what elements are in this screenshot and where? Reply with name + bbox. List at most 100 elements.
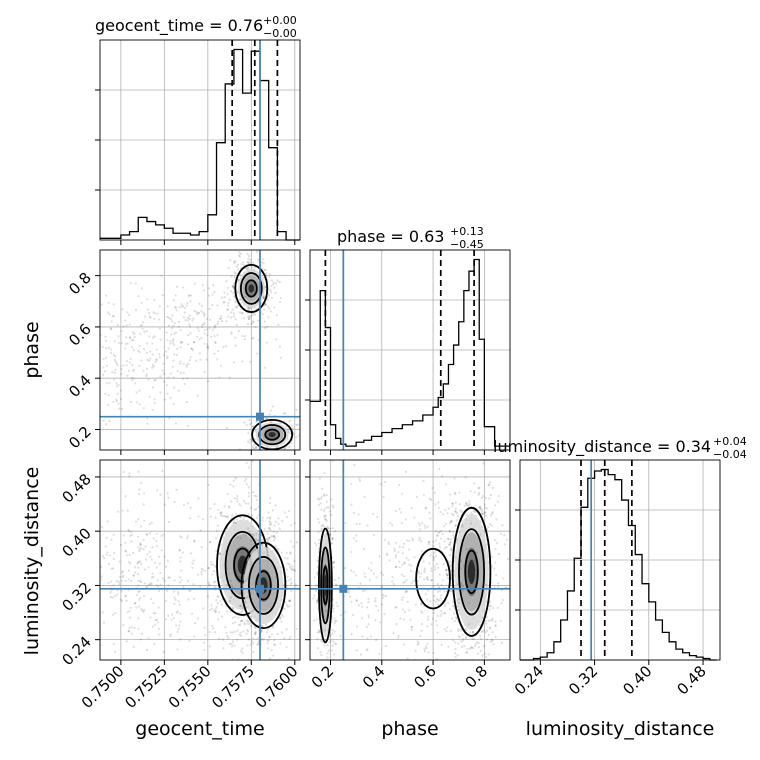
sample-point bbox=[170, 327, 173, 330]
luminosity-distance-title-lower: −0.04 bbox=[713, 448, 747, 461]
sample-point bbox=[431, 486, 434, 490]
sample-point bbox=[211, 293, 214, 296]
sample-point bbox=[324, 514, 327, 517]
sample-point bbox=[193, 635, 196, 638]
sample-point bbox=[130, 339, 134, 342]
sample-point bbox=[273, 524, 276, 527]
sample-point bbox=[185, 363, 188, 366]
sample-point bbox=[134, 282, 137, 285]
sample-point bbox=[132, 339, 135, 342]
sample-point bbox=[434, 554, 438, 557]
sample-point bbox=[334, 583, 337, 586]
sample-point bbox=[209, 318, 212, 321]
sample-point bbox=[236, 494, 239, 498]
sample-point bbox=[170, 618, 173, 621]
density-shade bbox=[268, 432, 276, 438]
sample-point bbox=[112, 557, 115, 561]
sample-point bbox=[423, 571, 426, 574]
sample-point bbox=[225, 320, 228, 323]
sample-point bbox=[251, 445, 255, 448]
sample-point bbox=[155, 544, 159, 548]
sample-point bbox=[471, 630, 475, 634]
sample-point bbox=[112, 643, 115, 646]
sample-point bbox=[202, 314, 206, 317]
sample-point bbox=[351, 614, 355, 617]
sample-point bbox=[161, 577, 164, 580]
density-contour bbox=[251, 418, 294, 450]
sample-point bbox=[483, 503, 487, 506]
sample-point bbox=[339, 634, 342, 638]
sample-point bbox=[444, 569, 448, 572]
x-tick-label-distance: 0.24 bbox=[511, 662, 547, 698]
sample-point bbox=[252, 425, 255, 428]
sample-point bbox=[457, 609, 460, 612]
sample-point bbox=[394, 556, 397, 559]
sample-point bbox=[355, 534, 358, 537]
sample-point bbox=[225, 280, 228, 283]
sample-point bbox=[122, 470, 125, 474]
sample-point bbox=[188, 323, 191, 326]
sample-point bbox=[366, 648, 369, 651]
sample-point bbox=[122, 534, 125, 537]
sample-point bbox=[214, 516, 217, 519]
phase-hist-step bbox=[310, 258, 510, 447]
sample-point bbox=[256, 643, 259, 646]
sample-point bbox=[246, 628, 249, 632]
sample-point bbox=[173, 590, 176, 593]
sample-point bbox=[329, 591, 332, 594]
sample-point bbox=[113, 371, 116, 374]
sample-point bbox=[137, 546, 140, 549]
sample-point bbox=[226, 293, 229, 296]
sample-point bbox=[349, 595, 352, 598]
sample-point bbox=[264, 303, 267, 306]
sample-point bbox=[405, 664, 407, 666]
sample-point bbox=[461, 583, 464, 587]
sample-point bbox=[412, 579, 415, 582]
sample-point bbox=[128, 627, 131, 630]
sample-point bbox=[127, 560, 131, 564]
sample-point bbox=[246, 252, 249, 256]
sample-point bbox=[461, 637, 465, 640]
sample-point bbox=[149, 616, 152, 619]
sample-point bbox=[108, 554, 112, 557]
sample-point bbox=[230, 332, 233, 336]
sample-point bbox=[102, 358, 105, 361]
sample-point bbox=[130, 376, 133, 380]
sample-point bbox=[422, 493, 425, 497]
sample-point bbox=[148, 532, 151, 535]
sample-point bbox=[459, 636, 462, 639]
sample-point bbox=[326, 526, 330, 529]
sample-point bbox=[256, 660, 258, 662]
sample-point bbox=[132, 331, 135, 334]
sample-point bbox=[454, 641, 457, 644]
sample-point bbox=[154, 623, 157, 626]
sample-point bbox=[148, 523, 151, 526]
sample-point bbox=[488, 497, 491, 500]
sample-point bbox=[320, 508, 323, 511]
sample-point bbox=[136, 518, 140, 521]
sample-point bbox=[191, 562, 194, 565]
sample-point bbox=[404, 591, 407, 594]
sample-point bbox=[265, 417, 268, 420]
sample-point bbox=[437, 501, 440, 504]
sample-point bbox=[253, 438, 257, 441]
sample-point bbox=[187, 502, 190, 505]
sample-point bbox=[437, 566, 440, 569]
sample-point bbox=[496, 582, 500, 585]
sample-point bbox=[403, 643, 406, 646]
sample-point bbox=[136, 561, 139, 564]
sample-point bbox=[268, 413, 271, 416]
sample-point bbox=[207, 566, 210, 570]
sample-point bbox=[197, 329, 201, 332]
sample-point bbox=[483, 629, 486, 632]
sample-point bbox=[216, 334, 219, 337]
sample-point bbox=[421, 611, 424, 614]
sample-point bbox=[428, 562, 431, 565]
sample-point bbox=[269, 420, 272, 423]
sample-point bbox=[210, 604, 213, 607]
sample-point bbox=[279, 356, 282, 359]
sample-point bbox=[290, 424, 293, 427]
sample-point bbox=[482, 512, 485, 515]
phase-title-lower: −0.45 bbox=[450, 238, 484, 251]
sample-point bbox=[224, 344, 228, 348]
